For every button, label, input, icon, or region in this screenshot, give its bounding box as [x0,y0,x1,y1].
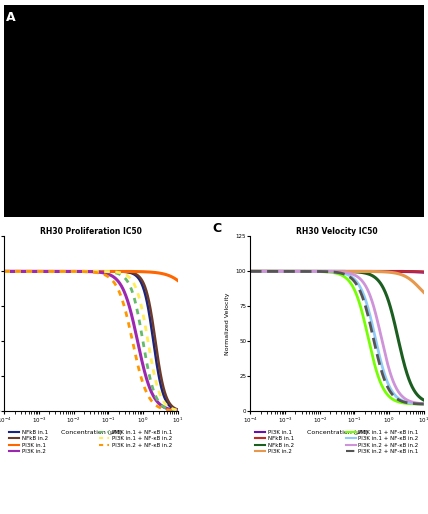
Legend: PI3K in.1 + NF-κB in.1, PI3K in.1 + NF-κB in.2, PI3K in.2 + NF-κB in.2: PI3K in.1 + NF-κB in.1, PI3K in.1 + NF-κ… [97,428,174,450]
X-axis label: Concentration (μM): Concentration (μM) [60,430,122,435]
Title: RH30 Proliferation IC50: RH30 Proliferation IC50 [40,227,142,235]
Text: A: A [6,11,16,25]
X-axis label: Concentration (μM): Concentration (μM) [306,430,368,435]
Legend: PI3K in.1 + NF-κB in.1, PI3K in.1 + NF-κB in.2, PI3K in.2 + NF-κB in.2, PI3K in.: PI3K in.1 + NF-κB in.1, PI3K in.1 + NF-κ… [343,428,420,456]
Text: C: C [212,223,221,235]
Title: RH30 Velocity IC50: RH30 Velocity IC50 [296,227,378,235]
Y-axis label: Normalized Velocity: Normalized Velocity [225,292,230,355]
